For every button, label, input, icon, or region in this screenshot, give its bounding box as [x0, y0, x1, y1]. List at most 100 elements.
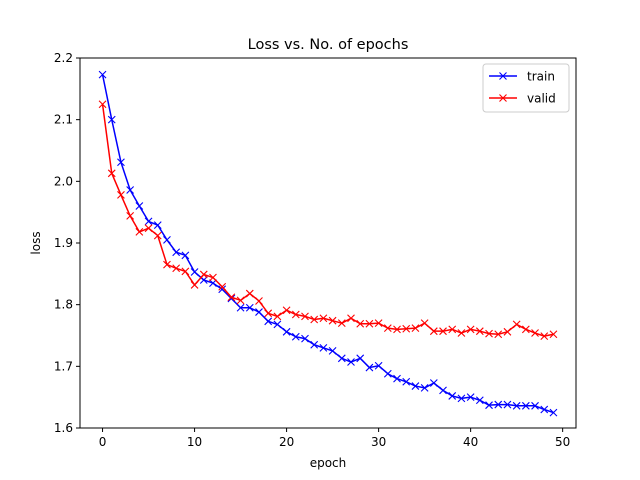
data-point-train [531, 401, 539, 410]
data-point-train [264, 317, 273, 326]
series-line-valid [101, 104, 554, 337]
y-tick-label: 1.8 [54, 298, 73, 312]
data-point-valid [374, 319, 383, 328]
data-point-train [181, 251, 190, 260]
data-point-valid [218, 282, 227, 291]
data-point-valid [420, 319, 429, 328]
legend-marker-train [499, 72, 507, 80]
data-point-valid [540, 332, 549, 341]
data-point-train [310, 340, 319, 349]
data-point-train [457, 394, 466, 403]
data-point-valid [521, 325, 530, 334]
data-point-train [429, 379, 438, 387]
data-point-valid [181, 267, 190, 276]
data-point-train [245, 303, 254, 312]
data-point-train [107, 115, 116, 124]
data-point-train [448, 392, 457, 400]
data-point-valid [282, 306, 291, 315]
data-point-valid [448, 325, 457, 334]
data-point-train [420, 384, 429, 392]
data-point-train [282, 327, 291, 336]
x-tick-label: 0 [99, 435, 107, 449]
data-point-valid [356, 319, 365, 328]
y-tick-label: 2.0 [54, 174, 73, 188]
chart-title: Loss vs. No. of epochs [248, 37, 409, 53]
data-point-valid [310, 315, 319, 324]
series-layer [98, 70, 558, 417]
data-point-train [98, 70, 107, 79]
data-point-valid [153, 231, 162, 240]
data-point-train [383, 369, 392, 378]
data-point-valid [466, 325, 475, 334]
data-point-train [411, 382, 420, 390]
data-point-train [337, 354, 346, 363]
data-point-valid [209, 273, 217, 282]
data-point-train [135, 202, 144, 210]
data-point-valid [365, 319, 374, 328]
data-point-train [512, 401, 521, 410]
data-point-train [301, 334, 309, 343]
data-point-train [439, 386, 447, 395]
legend: train valid [482, 63, 570, 113]
data-point-valid [347, 314, 355, 323]
data-point-train [466, 393, 475, 402]
data-point-valid [236, 296, 245, 305]
data-point-train [494, 400, 503, 409]
data-point-valid [98, 100, 107, 109]
data-point-train [255, 308, 263, 316]
data-point-valid [291, 310, 300, 319]
data-point-valid [245, 289, 254, 298]
data-point-train [117, 158, 125, 167]
data-point-train [236, 303, 245, 312]
data-point-valid [457, 329, 466, 337]
data-point-train [365, 363, 374, 372]
x-tick-label: 30 [371, 435, 386, 449]
data-point-valid [337, 319, 346, 328]
data-point-train [190, 268, 199, 276]
data-point-valid [393, 325, 401, 334]
x-tick-label: 20 [279, 435, 294, 449]
data-point-train [347, 358, 355, 366]
data-point-valid [255, 297, 263, 305]
data-point-train [291, 332, 300, 341]
data-point-train [521, 401, 530, 410]
data-point-valid [503, 327, 512, 336]
data-point-train [393, 374, 401, 383]
data-point-train [549, 408, 558, 417]
data-point-train [485, 401, 493, 410]
data-point-train [153, 221, 162, 230]
data-point-valid [172, 264, 181, 273]
legend-marker-valid [499, 94, 507, 102]
data-point-valid [531, 329, 539, 337]
data-point-valid [273, 312, 282, 321]
data-point-valid [328, 316, 337, 325]
data-point-train [503, 400, 512, 409]
data-point-valid [107, 169, 116, 178]
data-point-valid [227, 293, 236, 302]
legend-entries: train valid [489, 70, 556, 106]
data-point-valid [199, 270, 208, 279]
data-point-valid [135, 228, 144, 236]
data-point-valid [411, 324, 420, 332]
data-point-valid [383, 324, 392, 332]
data-point-valid [549, 330, 558, 339]
data-point-valid [301, 312, 309, 321]
series-line-train [101, 74, 554, 414]
legend-frame [482, 63, 570, 113]
legend-label-train: train [527, 70, 555, 84]
y-tick-label: 1.9 [54, 236, 73, 250]
y-tick-label: 1.7 [54, 359, 73, 373]
data-point-train [163, 236, 171, 244]
data-point-valid [190, 281, 199, 289]
data-point-valid [163, 260, 171, 269]
data-point-train [273, 320, 282, 329]
data-point-train [227, 294, 236, 303]
x-axis-label: epoch [310, 456, 347, 470]
y-axis-label: loss [29, 231, 43, 254]
tick-layer: 0 10 20 30 40 50 1.6 1.7 1.8 1.9 2.0 2.1 2.2 [54, 51, 570, 449]
data-point-train [319, 343, 328, 352]
data-point-valid [264, 309, 273, 318]
data-point-valid [439, 327, 447, 336]
data-point-valid [144, 224, 153, 233]
